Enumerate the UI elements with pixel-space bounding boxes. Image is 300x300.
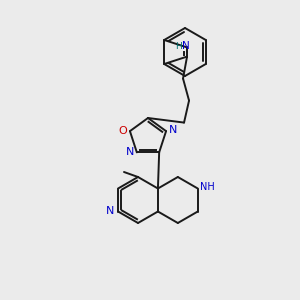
Text: N: N [126, 147, 134, 158]
Text: N: N [169, 125, 177, 135]
Text: NH: NH [200, 182, 215, 191]
Text: H: H [175, 42, 182, 51]
Text: O: O [118, 126, 127, 136]
Text: N: N [182, 41, 190, 51]
Text: N: N [106, 206, 114, 217]
